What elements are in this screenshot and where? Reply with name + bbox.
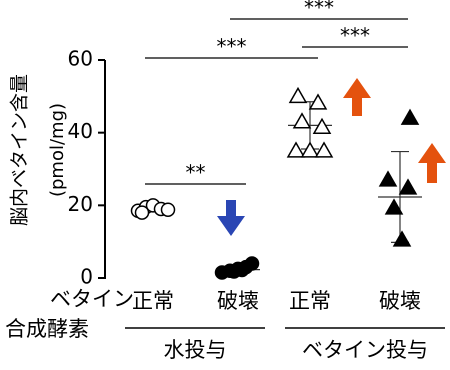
data-point [292, 112, 312, 129]
significance-label: *** [304, 0, 334, 20]
data-point [400, 108, 420, 125]
x-tick-label: 正常 [132, 289, 174, 313]
data-point [244, 256, 260, 271]
data-point [288, 86, 308, 104]
data-point [398, 178, 418, 195]
group-label: ベタイン投与 [302, 338, 428, 362]
data-point [312, 117, 332, 134]
data-point [378, 170, 398, 187]
group-label: 水投与 [164, 338, 227, 362]
significance-label: *** [340, 24, 370, 48]
data-point [314, 141, 334, 158]
data-point [286, 141, 306, 158]
up-arrow [343, 78, 371, 116]
down-arrow [217, 200, 245, 236]
row-label: ベタイン [50, 287, 134, 311]
y-tick-label: 40 [68, 119, 93, 143]
y-tick-label: 20 [68, 192, 93, 216]
x-tick-label: 正常 [289, 289, 331, 313]
data-point [300, 141, 320, 158]
data-point [160, 202, 176, 217]
data-point [384, 198, 404, 215]
y-tick-label: 0 [80, 265, 93, 289]
data-point [134, 205, 150, 220]
data-point [308, 93, 328, 110]
significance-label: *** [217, 35, 247, 59]
x-tick-label: 破壊 [379, 289, 421, 313]
x-tick-label: 破壊 [217, 289, 259, 313]
up-arrow [418, 143, 446, 183]
significance-label: ** [186, 161, 206, 185]
y-axis-label: 脳内ベタイン含量 [9, 74, 31, 226]
y-label-group: 脳内ベタイン含量 (pmol/mg) [9, 74, 69, 226]
y-axis-unit: (pmol/mg) [47, 103, 68, 197]
row-label: 合成酵素 [5, 317, 89, 341]
data-point [392, 230, 412, 247]
data-point [234, 262, 250, 278]
y-tick-label: 60 [68, 47, 93, 71]
